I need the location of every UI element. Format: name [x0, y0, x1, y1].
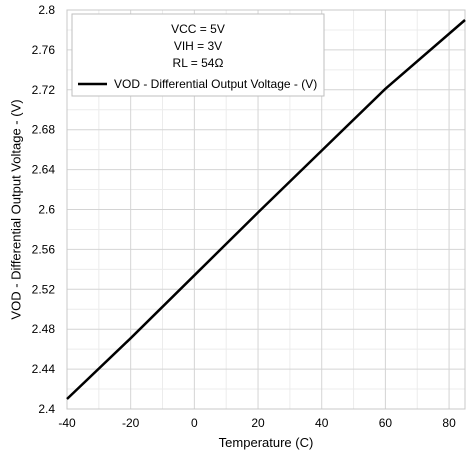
legend: VCC = 5V VIH = 3V RL = 54Ω VOD - Differe… — [71, 13, 325, 97]
x-axis-label: Temperature (C) — [219, 435, 314, 450]
y-tick-labels: 2.4 2.44 2.48 2.52 2.56 2.6 2.64 2.68 2.72 2.76 2.… — [32, 3, 56, 416]
series-line-vod — [66, 19, 466, 400]
condition-vih: VIH = 3V — [174, 39, 222, 53]
y-tick-label: 2.56 — [32, 242, 56, 256]
x-tick-label: -40 — [58, 416, 76, 430]
y-tick-label: 2.44 — [32, 362, 56, 376]
legend-box — [71, 13, 325, 97]
series-layer — [66, 19, 466, 400]
condition-rl: RL = 54Ω — [173, 56, 224, 70]
y-tick-label: 2.76 — [32, 43, 56, 57]
x-tick-label: 0 — [191, 416, 198, 430]
x-tick-label: 60 — [379, 416, 393, 430]
condition-vcc: VCC = 5V — [171, 22, 225, 36]
y-tick-label: 2.48 — [32, 322, 56, 336]
y-tick-label: 2.8 — [38, 3, 55, 17]
x-tick-label: 80 — [442, 416, 456, 430]
y-tick-label: 2.52 — [32, 282, 56, 296]
plot-frame — [66, 9, 466, 410]
y-axis-label: VOD - Differential Output Voltage - (V) — [8, 99, 23, 319]
x-tick-labels: -40 -20 0 20 40 60 80 — [58, 416, 456, 430]
x-tick-label: 40 — [315, 416, 329, 430]
y-tick-label: 2.64 — [32, 163, 56, 177]
y-tick-label: 2.72 — [32, 83, 56, 97]
x-tick-label: 20 — [251, 416, 265, 430]
y-tick-label: 2.4 — [38, 402, 55, 416]
legend-label-vod: VOD - Differential Output Voltage - (V) — [114, 77, 317, 91]
y-tick-label: 2.6 — [38, 203, 55, 217]
x-tick-label: -20 — [122, 416, 140, 430]
y-tick-label: 2.68 — [32, 123, 56, 137]
